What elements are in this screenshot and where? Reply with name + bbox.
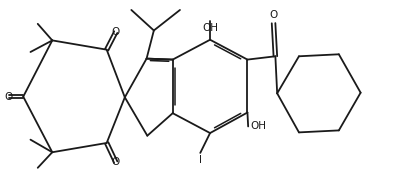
- Text: OH: OH: [249, 121, 265, 131]
- Text: O: O: [4, 92, 13, 102]
- Text: O: O: [111, 27, 119, 37]
- Text: O: O: [111, 157, 119, 167]
- Text: OH: OH: [202, 22, 217, 33]
- Text: O: O: [269, 10, 277, 20]
- Text: I: I: [198, 155, 201, 165]
